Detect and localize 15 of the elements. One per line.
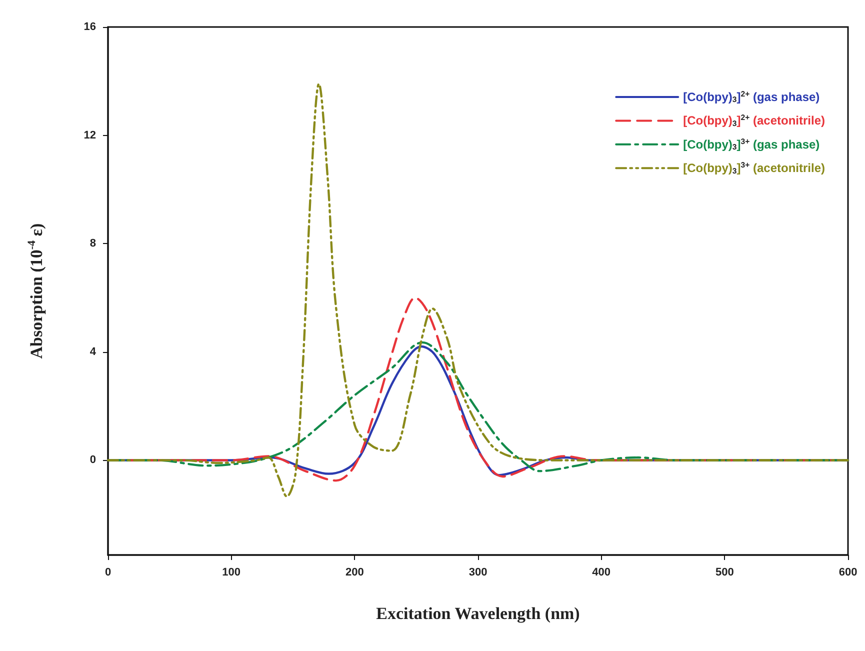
x-tick-label: 300 [468,566,488,578]
y-tick-label: 16 [84,21,96,33]
y-axis-title: Absorption (10-4 ε) [26,223,46,359]
x-axis-title: Excitation Wavelength (nm) [376,604,580,623]
x-tick-label: 0 [104,566,112,578]
y-tick-label: 12 [84,129,96,142]
x-tick-label: 100 [222,566,241,578]
y-tick-label: 8 [90,238,96,250]
x-tick-label: 200 [345,566,364,578]
line-series [106,82,850,498]
x-tick-label: 400 [592,566,611,578]
x-tick-label: 500 [715,566,734,578]
y-tick-label: 0 [90,454,96,466]
y-tick-label: 4 [90,346,97,358]
x-tick-label: 600 [838,566,858,578]
